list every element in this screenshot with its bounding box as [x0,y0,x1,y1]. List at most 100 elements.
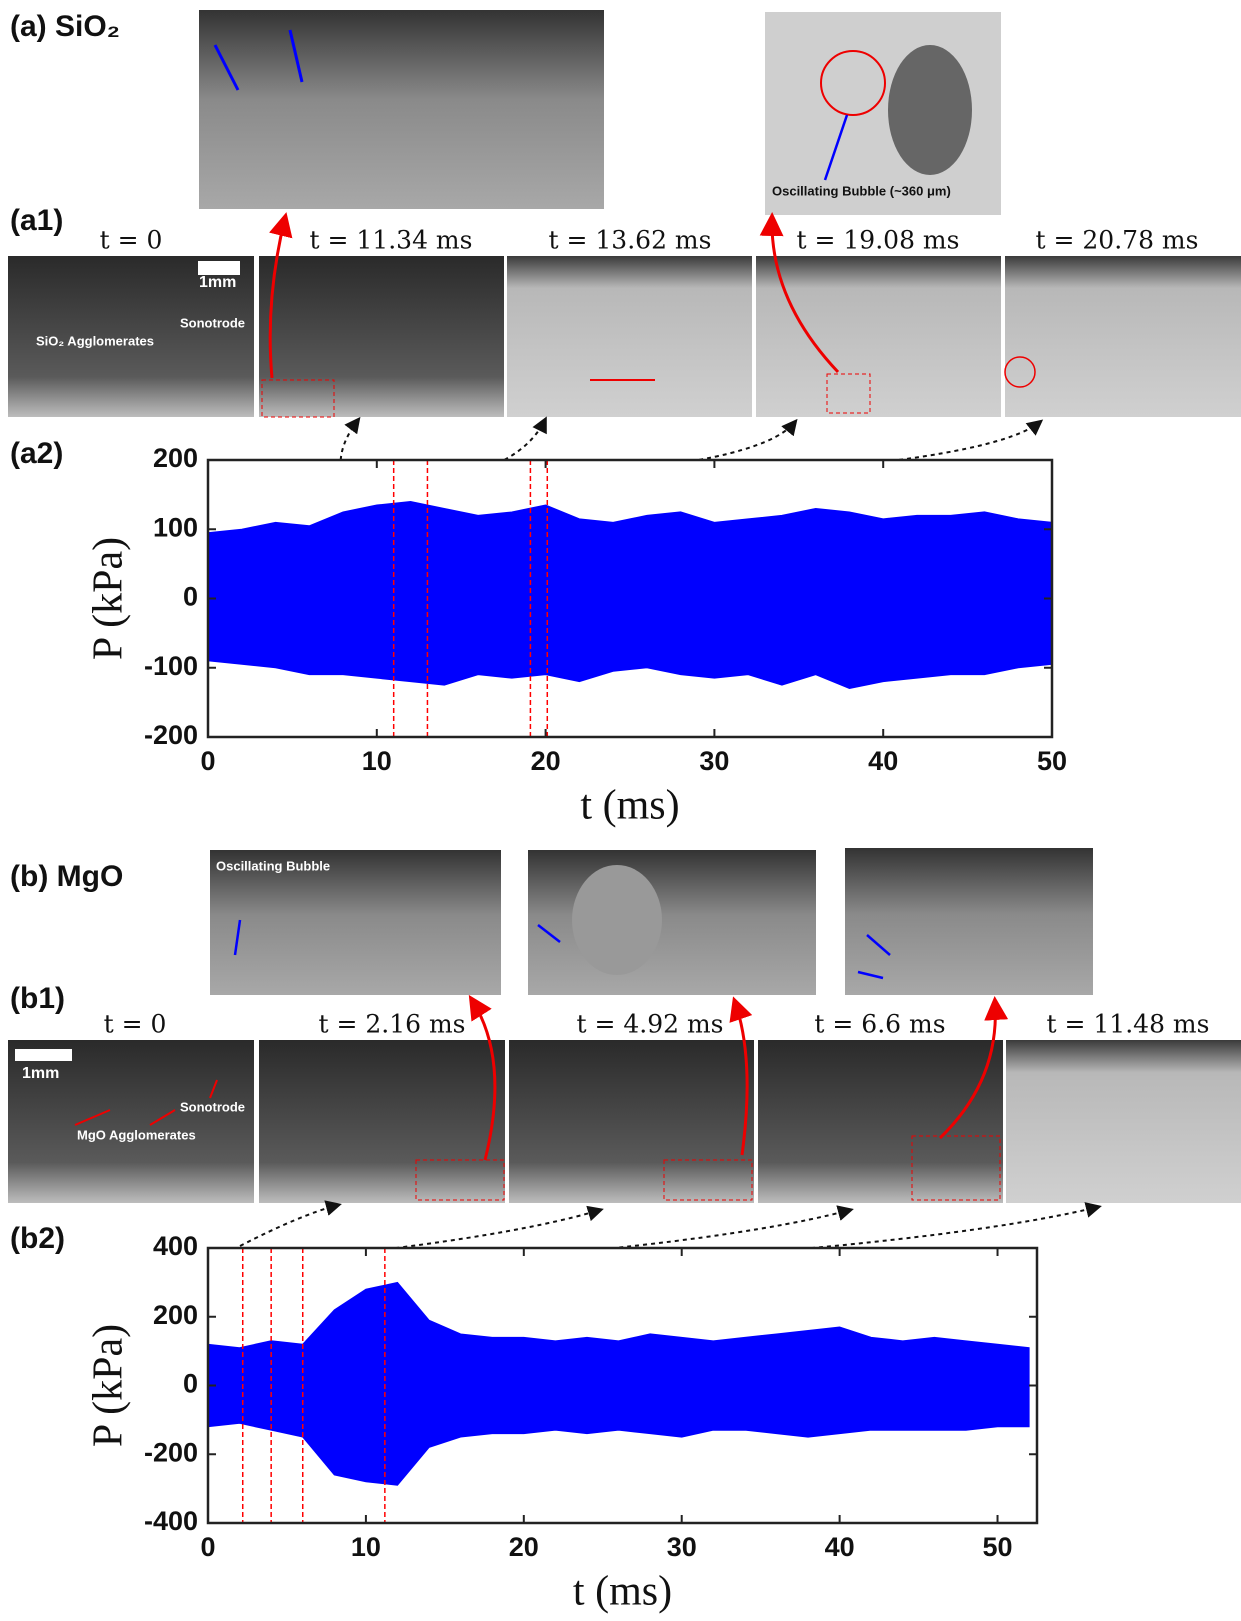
annotation-arrows [74,1079,218,1126]
scale-bar [15,1049,72,1061]
zoom-box [826,373,871,414]
frame [507,256,752,417]
arrow [468,994,497,1161]
y-tick-label: -100 [144,651,198,681]
arrow [537,924,561,943]
signal-area [207,1281,1030,1386]
frame [1005,256,1241,417]
frame [758,1040,1003,1203]
x-tick-label: 40 [825,1532,855,1562]
y-tick-label: -200 [144,720,198,750]
annotation: Oscillating Bubble [216,858,330,873]
y-tick-label: 200 [153,443,198,473]
panel-a-images [8,10,1241,509]
row-label: (b2) [10,1222,65,1255]
frame [756,256,1001,417]
x-tick-label: 40 [868,746,898,776]
annotation: Sonotrode [180,1099,245,1114]
x-tick-label: 30 [667,1532,697,1562]
frame-time: t = 13.62 ms [549,226,712,255]
x-tick-label: 0 [200,1532,215,1562]
x-tick-label: 30 [699,746,729,776]
scale-label: 1mm [199,274,236,291]
zoom-box [415,1159,505,1201]
panel-label: (a) SiO₂ [10,10,120,43]
row-label: (a1) [10,204,63,237]
panel-label: (b) MgO [10,860,123,893]
frame [509,1040,754,1203]
arrow [233,919,242,956]
frame [8,256,254,417]
frame-time: t = 0 [104,1010,167,1039]
pointer [239,1200,342,1247]
zoom-box [663,1159,753,1201]
panel-b-images [8,848,1241,1281]
zoom-box [261,379,335,418]
arrow [729,996,753,1156]
zoom-image [845,848,1093,995]
y-tick-label: 100 [153,512,198,542]
arrow [938,996,1009,1140]
frame-time: t = 20.78 ms [1036,226,1199,255]
annotation: Oscillating Bubble (~360 μm) [772,183,951,198]
y-tick-label: -200 [144,1437,198,1467]
arrow [209,1079,218,1099]
frame-time: t = 11.34 ms [310,226,473,255]
arrow [857,970,884,980]
annotation: SiO₂ Agglomerates [36,333,154,348]
zoom-box [911,1135,1001,1201]
agglomerate [888,45,972,175]
x-axis-label: t (ms) [580,783,679,829]
x-tick-label: 10 [351,1532,381,1562]
arrow [823,114,849,181]
frame-time: t = 0 [100,226,163,255]
frame [259,1040,505,1203]
x-tick-label: 50 [983,1532,1013,1562]
x-tick-label: 50 [1037,746,1067,776]
x-tick-label: 20 [531,746,561,776]
row-label: (b1) [10,982,65,1015]
bubble-circle [1004,356,1036,388]
zoom-image [210,850,501,995]
arrow [213,44,240,91]
arrow [149,1109,176,1126]
y-tick-label: 0 [183,582,198,612]
y-axis-label: P (kPa) [86,1324,132,1447]
y-tick-label: 200 [153,1300,198,1330]
annotation: Sonotrode [180,315,245,330]
frame-time: t = 2.16 ms [318,1010,465,1039]
annotation: MgO Agglomerates [77,1127,196,1142]
zoom-image [199,10,604,209]
frame-time: t = 19.08 ms [797,226,960,255]
x-tick-label: 0 [200,746,215,776]
y-tick-label: 0 [183,1369,198,1399]
zoom-image [528,850,816,995]
arrow [288,29,304,83]
signal-area [207,501,1053,599]
scale-label: 1mm [22,1065,59,1082]
arrow [74,1109,111,1126]
y-tick-label: -400 [144,1506,198,1536]
frame [1006,1040,1241,1203]
frame [8,1040,254,1203]
frame-time: t = 4.92 ms [576,1010,723,1039]
x-axis-label: t (ms) [573,1569,672,1615]
row-label: (a2) [10,437,63,470]
y-axis-label: P (kPa) [86,537,132,660]
x-tick-label: 20 [509,1532,539,1562]
pointer [539,418,798,477]
y-tick-label: 400 [153,1231,198,1261]
arrow [759,212,840,374]
arrow [268,212,293,379]
bubble-circle [820,50,886,116]
frame [259,256,504,417]
frame-time: t = 11.48 ms [1047,1010,1210,1039]
x-tick-label: 10 [362,746,392,776]
signal-area [207,598,1053,690]
scale-bar [198,261,240,275]
frame-time: t = 6.6 ms [814,1010,945,1039]
agglomerate [572,865,662,975]
signal-area [207,1385,1030,1486]
